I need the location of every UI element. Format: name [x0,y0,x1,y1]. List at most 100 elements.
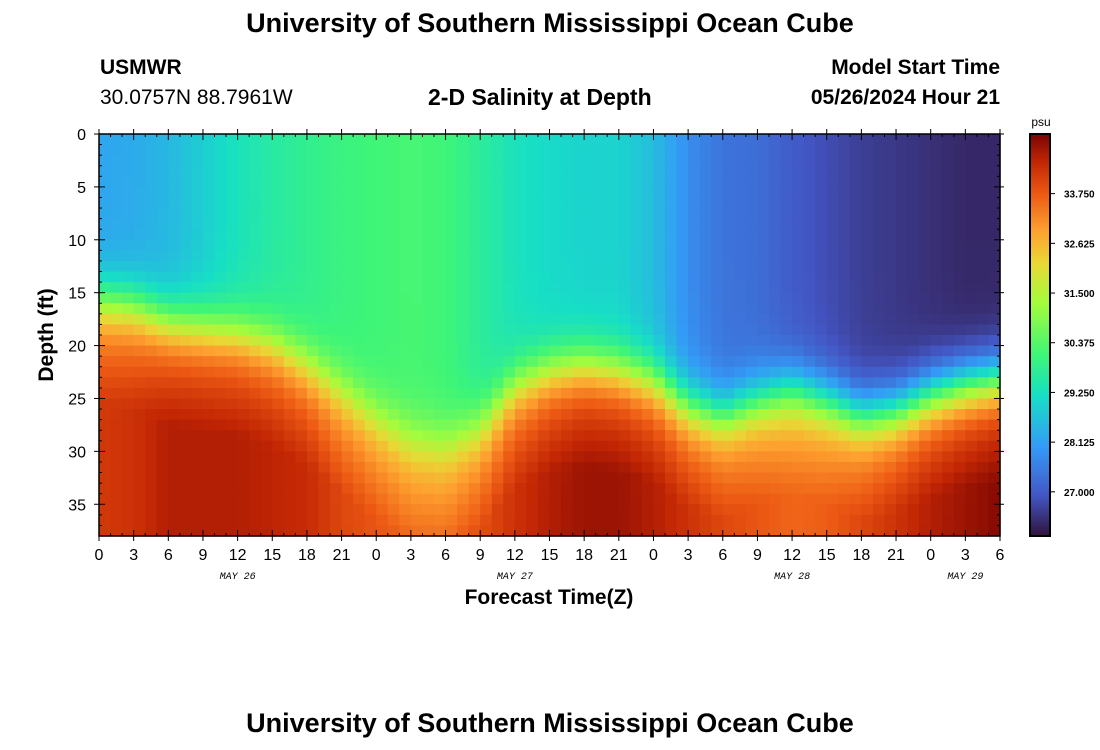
heatmap-cell [688,303,701,315]
heatmap-cell [942,335,955,347]
heatmap-cell [514,155,527,167]
heatmap-cell [191,366,204,378]
heatmap-cell [168,440,181,452]
heatmap-cell [306,356,320,368]
heatmap-cell [480,292,493,304]
heatmap-cell [99,440,112,452]
heatmap-cell [457,440,470,452]
heatmap-cell [110,186,123,199]
heatmap-cell [318,176,331,188]
heatmap-cell [884,239,897,251]
heatmap-cell [283,377,296,389]
heatmap-cell [618,144,631,156]
heatmap-cell [295,398,308,410]
heatmap-cell [549,186,562,199]
heatmap-cell [988,324,1001,336]
heatmap-cell [711,134,724,146]
heatmap-cell [480,366,493,378]
heatmap-cell [815,208,828,220]
heatmap-cell [514,419,527,431]
heatmap-cell [491,260,504,273]
heatmap-cell [595,313,608,326]
heatmap-cell [838,197,851,209]
heatmap-cell [688,144,701,156]
heatmap-cell [433,250,447,262]
heatmap-cell [953,155,966,167]
heatmap-cell [330,324,343,336]
heatmap-cell [526,282,539,294]
heatmap-cell [491,292,504,304]
heatmap-cell [965,366,978,378]
heatmap-cell [537,250,551,262]
heatmap-cell [549,504,562,516]
heatmap-cell [179,197,193,209]
heatmap-cell [214,504,227,516]
heatmap-cell [745,229,759,241]
heatmap-cell [630,472,643,484]
heatmap-cell [295,335,308,347]
heatmap-cell [480,282,493,294]
heatmap-cell [283,144,296,156]
heatmap-cell [537,440,551,452]
heatmap-cell [768,260,782,273]
heatmap-cell [387,398,400,410]
heatmap-cell [376,356,389,368]
heatmap-cell [364,345,377,357]
heatmap-cell [722,377,735,389]
heatmap-cell [826,313,839,326]
heatmap-cell [792,271,805,283]
heatmap-cell [353,229,366,241]
heatmap-cell [919,239,932,251]
heatmap-cell [872,239,886,251]
heatmap-cell [433,176,447,188]
heatmap-cell [711,430,724,442]
heatmap-cell [792,472,805,484]
heatmap-cell [457,366,470,378]
heatmap-cell [653,472,666,484]
heatmap-cell [226,461,239,474]
heatmap-cell [364,366,377,378]
heatmap-cell [745,165,759,177]
heatmap-cell [202,239,216,251]
heatmap-cell [237,514,250,527]
heatmap-cell [480,430,493,442]
heatmap-cell [919,377,932,389]
heatmap-cell [757,440,770,452]
heatmap-cell [988,504,1001,516]
heatmap-cell [561,472,574,484]
heatmap-cell [919,324,932,336]
heatmap-cell [191,461,204,474]
heatmap-cell [491,218,504,230]
heatmap-cell [237,366,250,378]
heatmap-cell [861,451,874,463]
heatmap-cell [872,165,886,177]
colorbar-unit: psu [1031,115,1050,129]
heatmap-cell [849,282,862,294]
heatmap-cell [572,472,585,484]
heatmap-cell [237,134,250,146]
heatmap-cell [318,525,331,537]
heatmap-cell [457,525,470,537]
heatmap-cell [757,525,770,537]
heatmap-cell [364,260,377,273]
heatmap-cell [214,377,227,389]
heatmap-cell [260,504,273,516]
heatmap-cell [99,165,112,177]
heatmap-cell [387,271,400,283]
heatmap-cell [214,409,227,421]
heatmap-cell [665,461,678,474]
heatmap-cell [988,398,1001,410]
heatmap-cell [630,525,643,537]
heatmap-cell [884,461,897,474]
heatmap-cell [191,514,204,527]
heatmap-cell [884,271,897,283]
heatmap-cell [595,387,608,400]
heatmap-cell [376,398,389,410]
heatmap-cell [896,165,909,177]
heatmap-cell [480,387,493,400]
heatmap-cell [965,282,978,294]
heatmap-cell [110,239,123,251]
heatmap-cell [572,366,585,378]
heatmap-cell [641,208,655,220]
heatmap-cell [214,271,227,283]
